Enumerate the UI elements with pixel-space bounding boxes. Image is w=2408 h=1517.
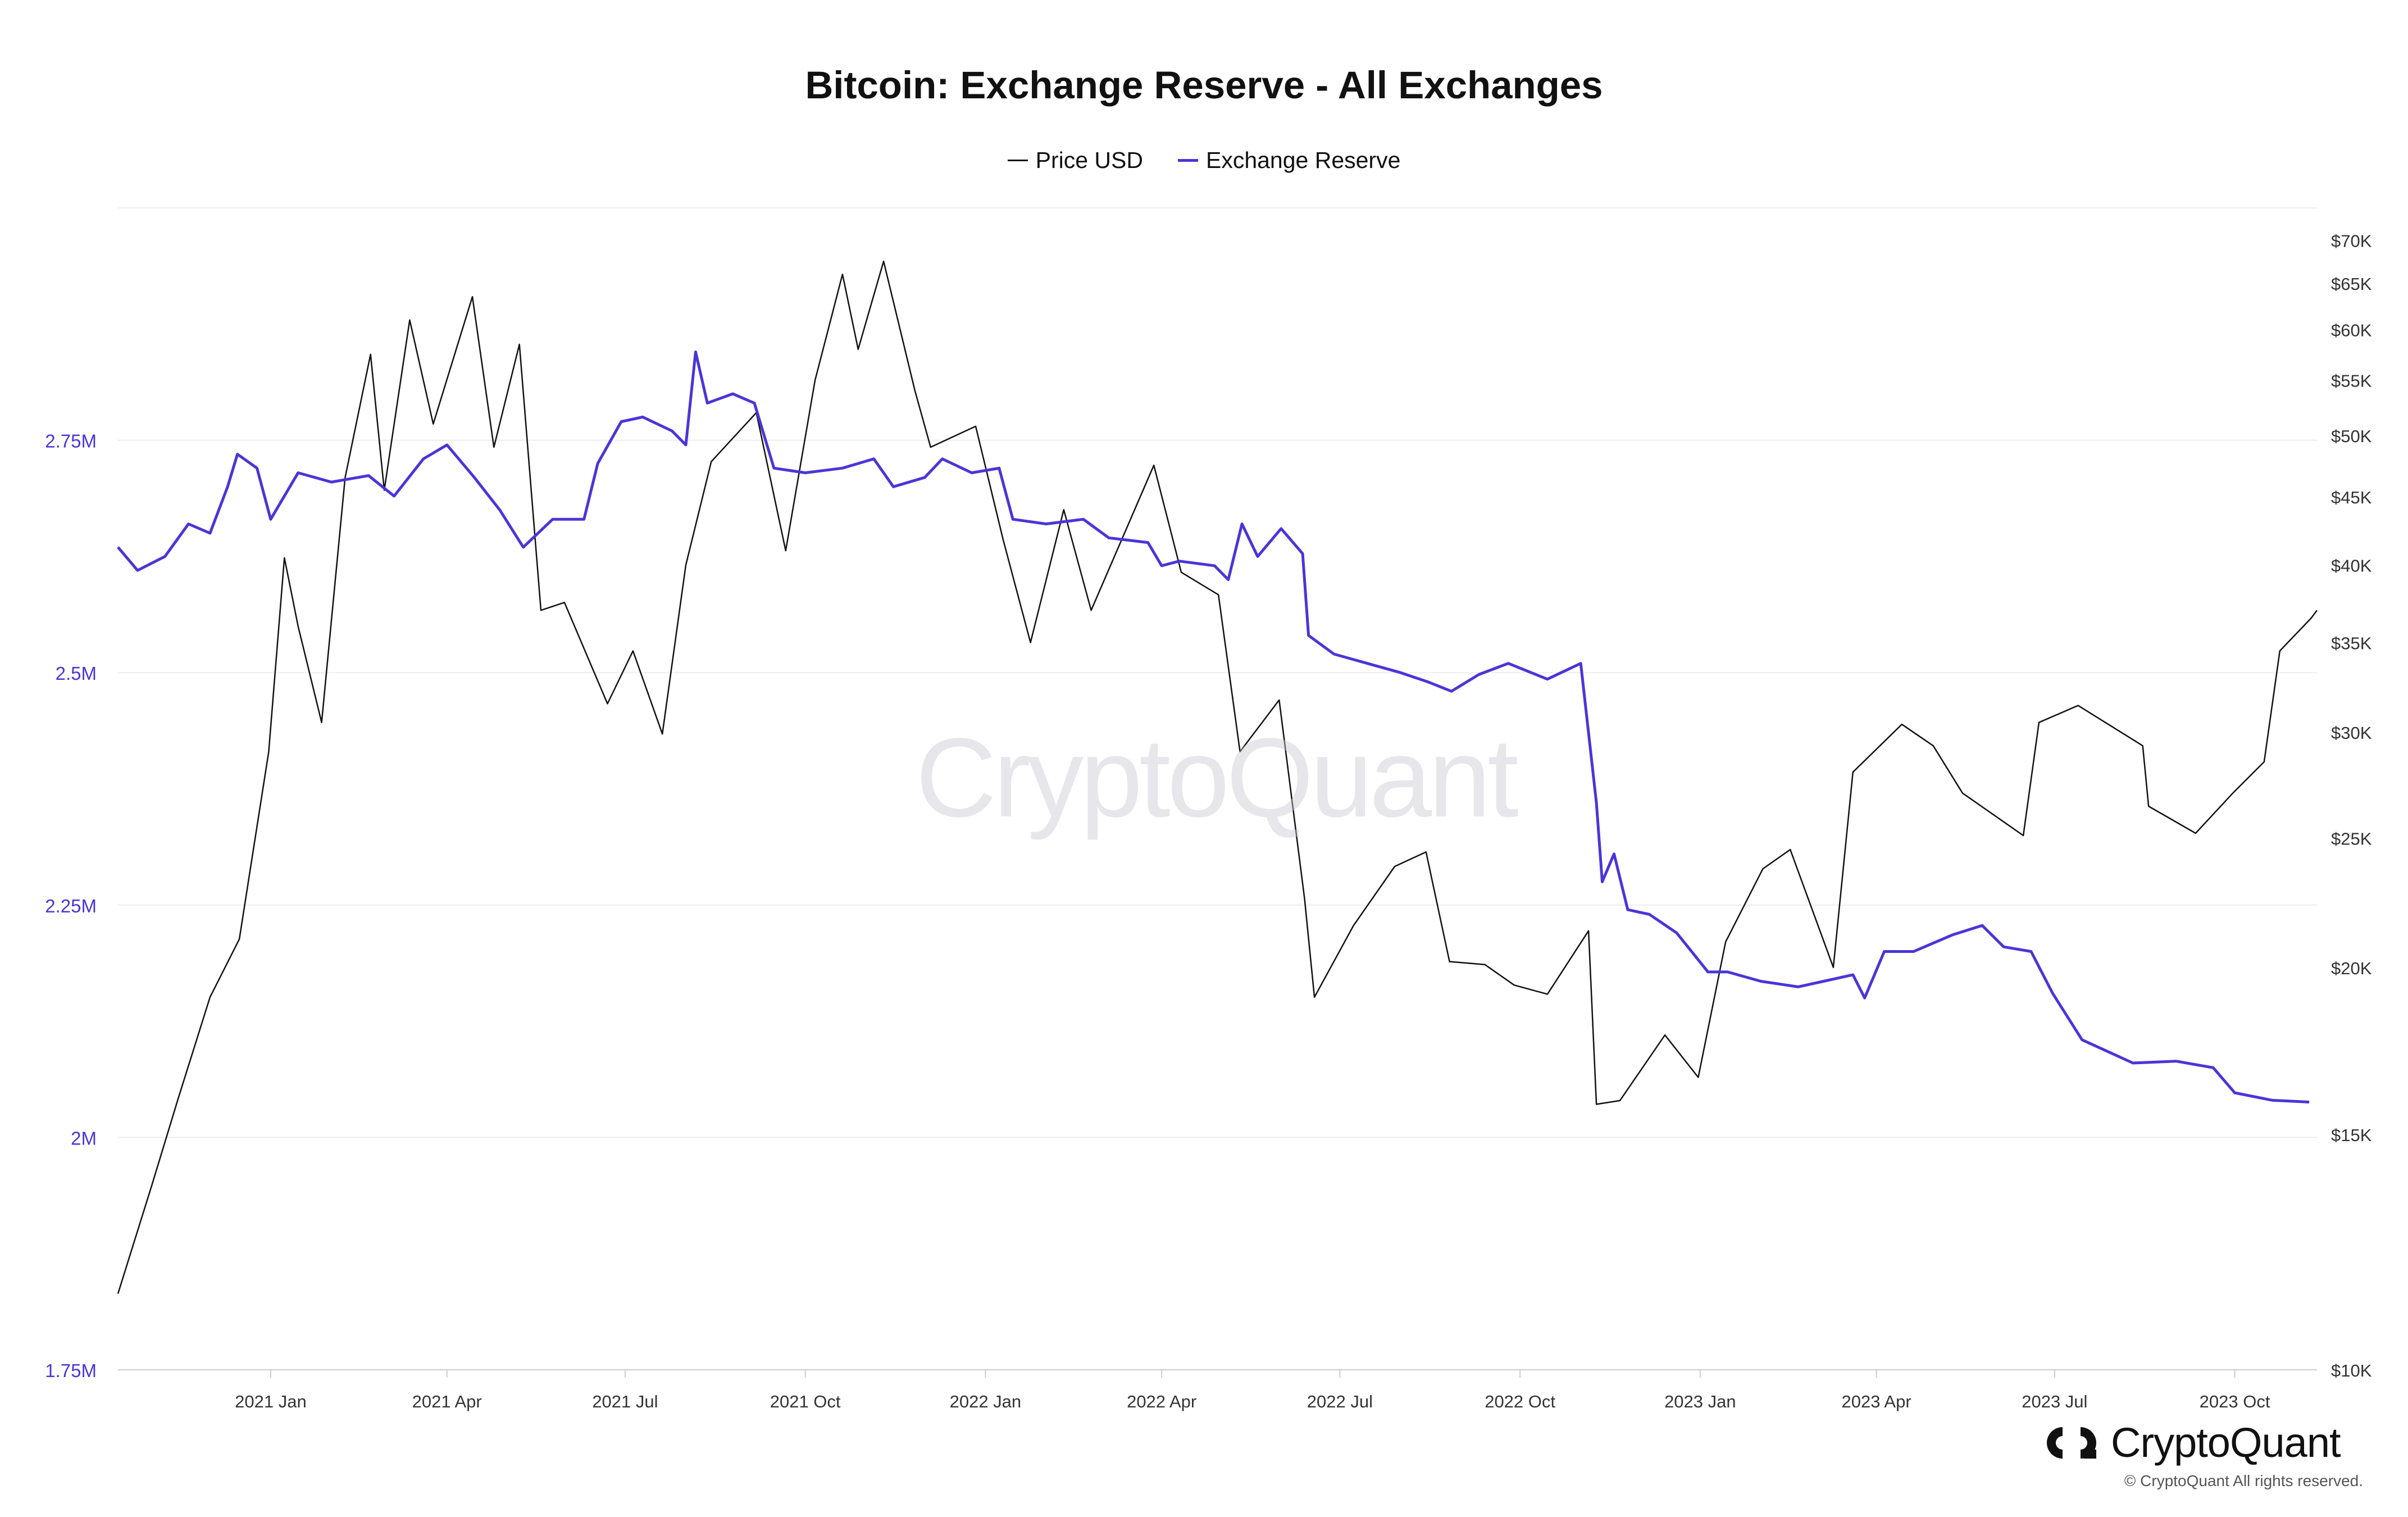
left-axis-tick-label: 2.25M [45, 896, 97, 916]
legend-label-price: Price USD [1035, 147, 1143, 173]
gridlines [118, 207, 2317, 1370]
x-axis-tick-label: 2021 Jul [592, 1392, 658, 1411]
x-axis-tick-label: 2022 Oct [1485, 1392, 1555, 1411]
left-axis-tick-label: 2M [71, 1128, 97, 1148]
right-axis-tick-label: $60K [2331, 321, 2372, 340]
x-axis-tick-label: 2022 Jan [950, 1392, 1022, 1411]
right-axis-tick-label: $20K [2331, 959, 2372, 978]
legend-item-price[interactable]: Price USD [1007, 147, 1143, 174]
right-axis-tick-label: $35K [2331, 634, 2372, 653]
x-axis-tick-label: 2023 Apr [1842, 1392, 1911, 1411]
price-usd-line [117, 260, 2318, 1294]
right-axis-tick-label: $55K [2331, 371, 2372, 391]
cryptoquant-logo-icon [2047, 1427, 2096, 1459]
x-axis-tick-label: 2023 Jul [2022, 1392, 2087, 1411]
left-axis-tick-label: 2.5M [56, 663, 97, 684]
left-axis-tick-label: 1.75M [45, 1360, 97, 1381]
legend-swatch-price [1007, 160, 1028, 161]
x-axis-tick-label: 2021 Oct [770, 1392, 841, 1411]
logo-text: CryptoQuant [2111, 1419, 2341, 1466]
x-axis-tick-label: 2022 Apr [1127, 1392, 1196, 1411]
legend-label-reserve: Exchange Reserve [1205, 147, 1401, 173]
right-y-axis: $10K $15K $20K $25K $30K $35K $40K $45K $50K $55K… [2331, 231, 2372, 1380]
right-axis-tick-label: $40K [2331, 556, 2372, 576]
copyright-notice: © CryptoQuant All rights reserved. [2124, 1472, 2363, 1489]
x-axis-tick-label: 2021 Apr [412, 1392, 482, 1411]
right-axis-tick-label: $10K [2331, 1361, 2372, 1380]
exchange-reserve-line [117, 350, 2310, 1103]
x-axis-tick-label: 2021 Jan [235, 1392, 307, 1411]
legend: Price USD Exchange Reserve [0, 147, 2408, 174]
chart-title: Bitcoin: Exchange Reserve - All Exchange… [805, 63, 1603, 107]
x-axis-tick-label: 2023 Oct [2200, 1392, 2270, 1411]
legend-item-reserve[interactable]: Exchange Reserve [1177, 147, 1401, 174]
series-lines [117, 260, 2318, 1294]
watermark: CryptoQuant [916, 715, 1519, 841]
x-axis-tick-label: 2023 Jan [1664, 1392, 1736, 1411]
right-axis-tick-label: $50K [2331, 426, 2372, 446]
right-axis-tick-label: $45K [2331, 488, 2372, 507]
right-axis-tick-label: $25K [2331, 829, 2372, 848]
left-axis-tick-label: 2.75M [45, 431, 97, 452]
left-y-axis: 1.75M 2M 2.25M 2.5M 2.75M [45, 431, 97, 1381]
x-axis: 2021 Jan 2021 Apr 2021 Jul 2021 Oct 2022 Jan… [235, 1370, 2270, 1411]
legend-swatch-reserve [1177, 159, 1198, 162]
x-axis-tick-label: 2022 Jul [1307, 1392, 1373, 1411]
right-axis-tick-label: $15K [2331, 1125, 2372, 1145]
right-axis-tick-label: $30K [2331, 723, 2372, 743]
cryptoquant-logo: CryptoQuant [2045, 1419, 2341, 1466]
right-axis-tick-label: $65K [2331, 274, 2372, 294]
right-axis-tick-label: $70K [2331, 231, 2372, 251]
